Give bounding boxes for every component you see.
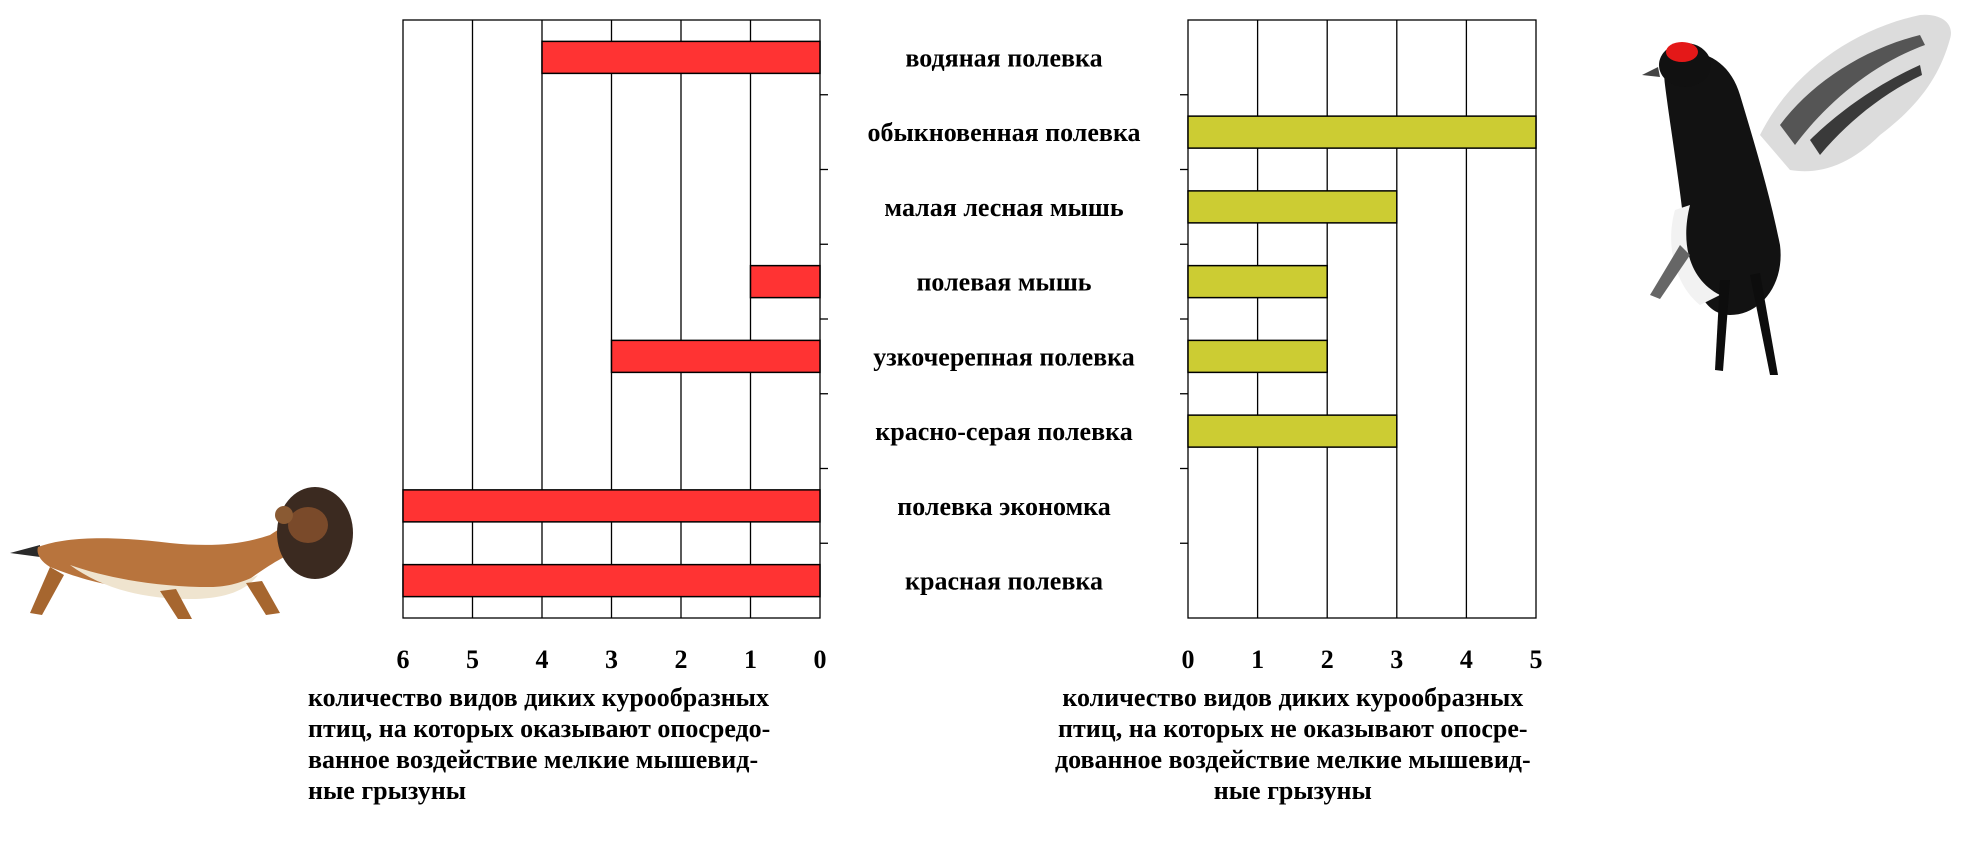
- right-tick-label: 3: [1390, 645, 1403, 674]
- left-tick-label: 3: [605, 645, 618, 674]
- category-label: водяная полевка: [905, 43, 1102, 72]
- left-tick-label: 4: [536, 645, 549, 674]
- right-chart-gridlines: [1180, 19, 1537, 619]
- black-grouse-image: [1642, 14, 1951, 375]
- left-tick-label: 2: [675, 645, 688, 674]
- category-label: красная полевка: [905, 567, 1103, 596]
- right-x-axis-caption: количество видов диких курообразных птиц…: [1055, 682, 1531, 806]
- left-tick-label: 0: [814, 645, 827, 674]
- right-tick-label: 4: [1460, 645, 1473, 674]
- category-label: узкочерепная полевка: [873, 342, 1135, 371]
- right-bar: [1187, 264, 1328, 299]
- left-chart-gridlines: [402, 19, 828, 619]
- right-bar: [1187, 339, 1328, 374]
- right-chart-tick-labels: 0 1 2 3 4 5: [1182, 645, 1543, 674]
- right-tick-label: 5: [1530, 645, 1543, 674]
- right-x-axis-caption-line: количество видов диких курообразных: [1062, 683, 1524, 712]
- left-bar: [402, 489, 821, 523]
- category-label: обыкновенная полевка: [867, 118, 1140, 147]
- left-bar: [541, 40, 821, 75]
- right-bar: [1187, 115, 1537, 149]
- right-tick-label: 2: [1321, 645, 1334, 674]
- left-x-axis-caption-line: количество видов диких курообразных: [308, 683, 769, 712]
- left-x-axis-caption-line: ванное воздействие мелкие мышевид-: [308, 745, 759, 774]
- category-label: красно-серая полевка: [875, 417, 1132, 446]
- left-chart-bars: [402, 40, 821, 598]
- left-tick-label: 5: [466, 645, 479, 674]
- right-x-axis-caption-line: ные грызуны: [1213, 776, 1372, 805]
- left-bar: [610, 339, 821, 374]
- right-plot-frame: [1187, 19, 1537, 619]
- right-chart-bars: [1187, 115, 1537, 448]
- right-bar: [1187, 190, 1398, 224]
- right-x-axis-caption-line: птиц, на которых не оказывают опосре-: [1058, 714, 1528, 743]
- category-label: полевая мышь: [916, 268, 1091, 297]
- right-x-axis-caption-line: дованное воздействие мелкие мышевид-: [1055, 745, 1531, 774]
- left-x-axis-caption-line: птиц, на которых оказывают опосредо-: [308, 714, 771, 743]
- left-bar: [402, 563, 821, 598]
- weasel-image: [10, 487, 353, 619]
- right-tick-label: 0: [1182, 645, 1195, 674]
- right-tick-label: 1: [1251, 645, 1264, 674]
- category-label: полевка экономка: [897, 492, 1111, 521]
- left-chart-tick-labels: 6 5 4 3 2 1 0: [397, 645, 827, 674]
- right-bar: [1187, 414, 1398, 448]
- category-label: малая лесная мышь: [884, 193, 1123, 222]
- left-x-axis-caption: количество видов диких курообразных птиц…: [308, 682, 770, 806]
- category-labels: водяная полевка обыкновенная полевка малая…: [867, 43, 1140, 595]
- left-tick-label: 6: [397, 645, 410, 674]
- left-bar: [749, 264, 821, 299]
- left-tick-label: 1: [744, 645, 757, 674]
- left-x-axis-caption-line: ные грызуны: [308, 776, 467, 805]
